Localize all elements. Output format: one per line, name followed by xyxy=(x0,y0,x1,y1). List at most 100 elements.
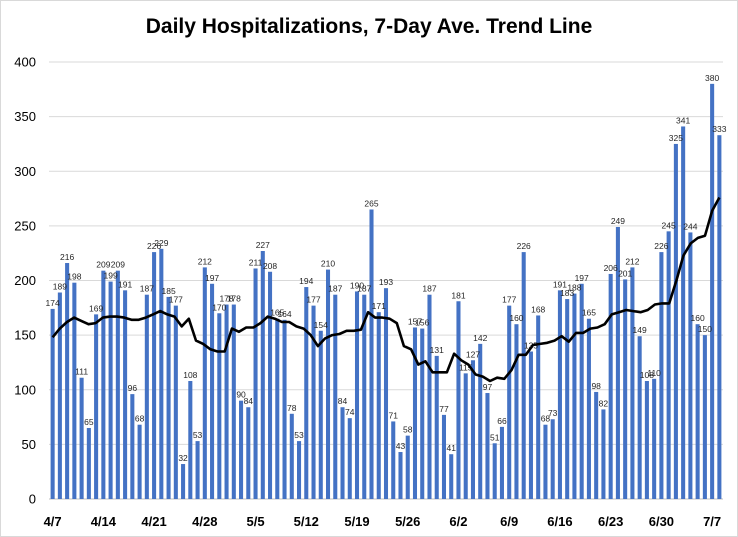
bar-value-label: 127 xyxy=(466,349,480,359)
bar xyxy=(354,291,360,499)
bar-value-label: 157 xyxy=(408,316,422,326)
bar xyxy=(57,292,62,499)
bar-value-label: 43 xyxy=(396,441,406,451)
bar xyxy=(325,269,331,499)
bar xyxy=(391,421,396,499)
bar xyxy=(224,304,229,499)
bar-value-label: 165 xyxy=(270,308,284,318)
bar-value-label: 71 xyxy=(389,410,399,420)
bar xyxy=(456,301,461,499)
bar-value-label: 191 xyxy=(118,279,132,289)
bar-value-label: 177 xyxy=(169,295,183,305)
bar-value-label: 208 xyxy=(263,261,277,271)
bar-value-label: 32 xyxy=(178,453,188,463)
bar xyxy=(202,267,207,499)
x-tick-label: 4/21 xyxy=(141,514,166,529)
x-tick-label: 6/30 xyxy=(649,514,674,529)
bar-value-label: 168 xyxy=(531,304,545,314)
bar xyxy=(50,308,55,499)
bar-value-label: 187 xyxy=(140,284,154,294)
bar-value-label: 226 xyxy=(517,241,531,251)
bar xyxy=(246,407,251,499)
bar-value-label: 333 xyxy=(712,124,726,134)
x-tick-label: 5/19 xyxy=(344,514,369,529)
bar-value-label: 178 xyxy=(219,294,233,304)
bar-value-label: 226 xyxy=(147,241,161,251)
bar xyxy=(507,305,512,499)
bar xyxy=(94,314,99,499)
bar xyxy=(478,343,483,499)
y-tick-label: 250 xyxy=(14,218,36,233)
bar xyxy=(231,304,236,499)
bar-value-label: 187 xyxy=(328,284,342,294)
x-tick-label: 4/7 xyxy=(44,514,62,529)
bar-value-label: 185 xyxy=(161,286,175,296)
bar-value-label: 115 xyxy=(459,362,473,372)
bar xyxy=(536,315,541,499)
y-tick-label: 200 xyxy=(14,273,36,288)
chart-title: Daily Hospitalizations, 7-Day Ave. Trend… xyxy=(145,15,593,38)
bar xyxy=(304,287,309,499)
bar xyxy=(405,435,410,499)
bar xyxy=(586,318,591,499)
bar-value-label: 108 xyxy=(183,370,197,380)
bar xyxy=(608,273,613,499)
bar xyxy=(528,351,533,499)
bar xyxy=(318,330,323,499)
bar xyxy=(130,394,135,499)
x-tick-label: 6/23 xyxy=(598,514,623,529)
bar-value-label: 73 xyxy=(548,408,558,418)
bar-value-label: 150 xyxy=(698,324,712,334)
bar xyxy=(123,290,128,499)
bar-value-label: 177 xyxy=(502,295,516,305)
bar-value-label: 78 xyxy=(287,403,297,413)
bar-value-label: 164 xyxy=(277,309,291,319)
bar-value-label: 90 xyxy=(236,390,246,400)
bar-value-label: 65 xyxy=(84,417,94,427)
bar-value-label: 131 xyxy=(430,345,444,355)
bar-value-label: 171 xyxy=(372,301,386,311)
bar-value-label: 211 xyxy=(249,257,263,267)
bar xyxy=(420,328,425,499)
bar-value-label: 187 xyxy=(422,284,436,294)
bar xyxy=(434,355,439,499)
bar xyxy=(492,443,497,499)
bar-value-label: 227 xyxy=(256,240,270,250)
bar-value-label: 188 xyxy=(567,283,581,293)
bar xyxy=(557,290,562,499)
bar xyxy=(681,126,686,500)
x-tick-label: 6/9 xyxy=(500,514,518,529)
x-tick-label: 6/16 xyxy=(547,514,572,529)
bar xyxy=(615,226,620,499)
x-tick-label: 5/26 xyxy=(395,514,420,529)
bar xyxy=(398,452,403,499)
bar xyxy=(144,294,149,499)
x-tick-label: 5/12 xyxy=(294,514,319,529)
bar xyxy=(362,294,367,499)
bar xyxy=(572,293,577,499)
bar xyxy=(623,279,628,499)
bar-value-label: 41 xyxy=(446,443,456,453)
y-tick-label: 400 xyxy=(14,55,36,70)
bar-value-label: 244 xyxy=(683,221,697,231)
bar xyxy=(659,252,664,499)
bar-value-label: 169 xyxy=(89,303,103,313)
bar-value-label: 197 xyxy=(575,273,589,283)
bar xyxy=(173,305,178,499)
bar xyxy=(702,335,707,499)
bar xyxy=(521,252,526,499)
bar-value-label: 209 xyxy=(111,260,125,270)
y-tick-label: 150 xyxy=(14,328,36,343)
bar-value-label: 66 xyxy=(497,416,507,426)
x-tick-label: 6/2 xyxy=(449,514,467,529)
bar-value-label: 198 xyxy=(67,272,81,282)
bar-value-label: 380 xyxy=(705,73,719,83)
bar-value-label: 68 xyxy=(135,414,145,424)
x-tick-label: 4/28 xyxy=(192,514,217,529)
trend-line-series xyxy=(51,196,721,383)
bar-value-label: 197 xyxy=(205,273,219,283)
bar-value-label: 170 xyxy=(212,302,226,312)
bar-value-label: 183 xyxy=(560,288,574,298)
bar xyxy=(282,319,287,499)
